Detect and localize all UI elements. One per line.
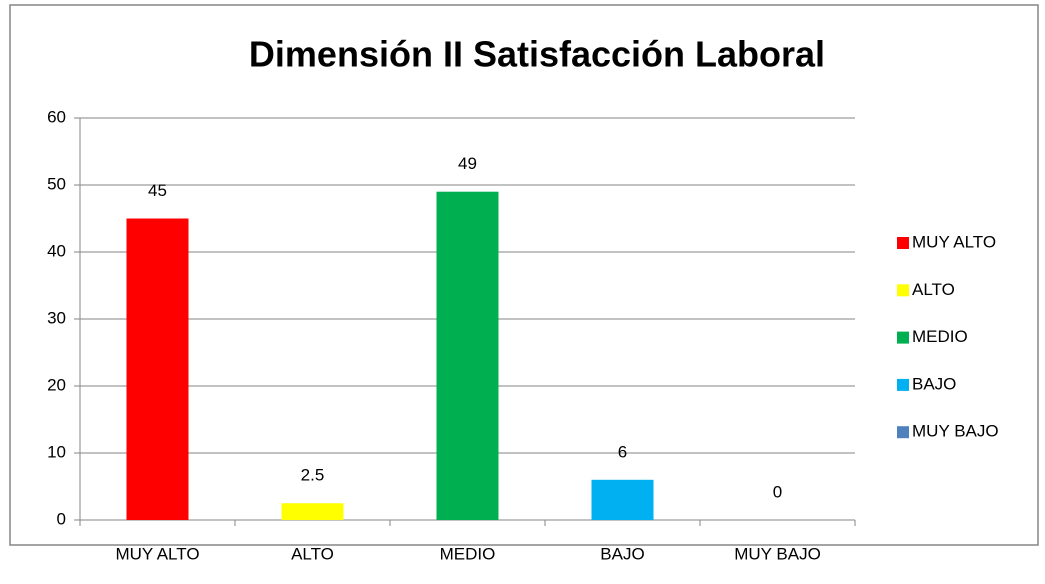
x-tick-label: BAJO	[600, 544, 644, 563]
y-tick-label: 40	[47, 241, 66, 260]
legend-swatch	[897, 237, 909, 249]
y-tick-label: 30	[47, 308, 66, 327]
data-label: 6	[618, 442, 627, 461]
legend-label: MUY ALTO	[912, 232, 996, 251]
legend-swatch	[897, 378, 909, 391]
legend-swatch	[897, 331, 909, 344]
y-tick-label: 60	[47, 107, 66, 126]
x-tick-label: ALTO	[291, 544, 334, 563]
y-tick-label: 50	[47, 174, 66, 193]
x-tick-label: MUY ALTO	[115, 544, 199, 563]
chart-title: Dimensión II Satisfacción Laboral	[249, 34, 825, 75]
legend-label: BAJO	[912, 374, 956, 393]
bar	[126, 218, 189, 520]
bar	[281, 503, 344, 520]
y-tick-label: 20	[47, 375, 66, 394]
data-label: 2.5	[301, 466, 325, 485]
legend-swatch	[897, 284, 909, 297]
y-tick-label: 10	[47, 442, 66, 461]
legend-label: MEDIO	[912, 327, 968, 346]
bar	[591, 479, 654, 520]
data-label: 45	[148, 181, 167, 200]
legend-label: MUY BAJO	[912, 422, 999, 441]
legend-label: ALTO	[912, 280, 955, 299]
x-tick-label: MEDIO	[440, 544, 496, 563]
data-label: 49	[458, 154, 477, 173]
y-tick-label: 0	[57, 509, 66, 528]
legend-swatch	[897, 426, 909, 439]
bar	[436, 191, 499, 520]
data-label: 0	[773, 482, 782, 501]
x-tick-label: MUY BAJO	[734, 544, 821, 563]
